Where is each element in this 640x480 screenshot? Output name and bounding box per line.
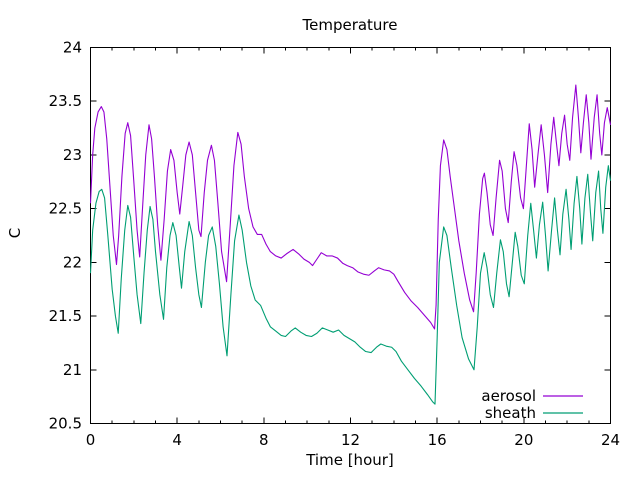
x-tick-label: 20 — [514, 431, 533, 449]
y-tick-label: 22.5 — [49, 200, 82, 218]
x-tick-label: 8 — [259, 431, 269, 449]
x-tick-label: 16 — [428, 431, 447, 449]
plot-border — [90, 47, 611, 424]
series-line-aerosol — [89, 84, 612, 330]
y-tick-label: 22 — [63, 253, 82, 271]
x-tick-label: 24 — [601, 431, 620, 449]
x-tick-label: 12 — [341, 431, 360, 449]
legend-label-aerosol: aerosol — [481, 387, 536, 405]
x-axis-title: Time [hour] — [306, 451, 394, 469]
y-tick-label: 21.5 — [49, 307, 82, 325]
series-line-sheath — [89, 165, 612, 405]
chart-title: Temperature — [302, 16, 398, 34]
y-tick-label: 23 — [63, 146, 82, 164]
y-tick-label: 21 — [63, 361, 82, 379]
y-tick-label: 24 — [63, 39, 82, 57]
x-tick-label: 4 — [172, 431, 182, 449]
legend-label-sheath: sheath — [485, 404, 536, 422]
y-tick-label: 23.5 — [49, 92, 82, 110]
x-tick-label: 0 — [86, 431, 96, 449]
y-tick-label: 20.5 — [49, 415, 82, 433]
